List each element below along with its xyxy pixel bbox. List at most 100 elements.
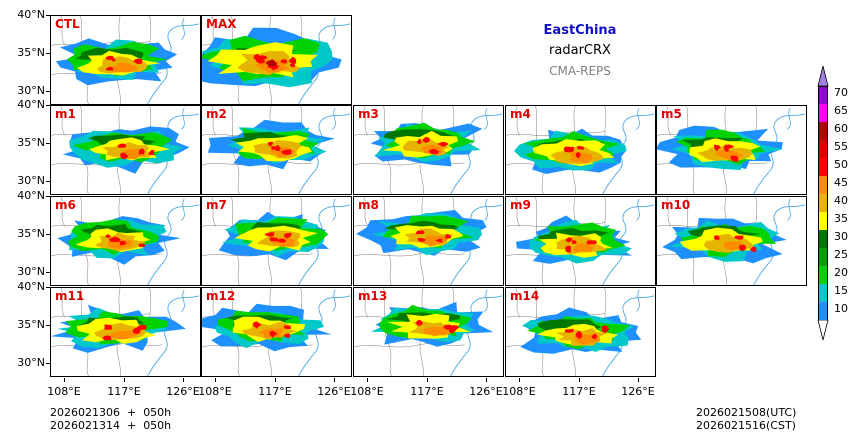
province-boundary bbox=[515, 197, 520, 227]
panel-label: m14 bbox=[510, 289, 540, 303]
echo-area bbox=[420, 235, 449, 247]
coastline bbox=[331, 289, 336, 312]
panel-map bbox=[506, 288, 655, 376]
ensemble-panel: CTL bbox=[50, 15, 201, 105]
province-boundary bbox=[211, 288, 216, 318]
coastline bbox=[635, 198, 640, 221]
ensemble-panel: MAX bbox=[201, 15, 352, 105]
latitude-label: 35°N bbox=[17, 318, 45, 331]
echo-area bbox=[576, 145, 585, 150]
panel-map bbox=[657, 197, 806, 285]
province-boundary bbox=[60, 106, 65, 136]
echo-area bbox=[105, 55, 114, 60]
panel-label: m4 bbox=[510, 107, 531, 121]
longitude-tick bbox=[638, 378, 639, 382]
panel-label: m6 bbox=[55, 198, 76, 212]
echo-area bbox=[253, 54, 263, 62]
province-boundary bbox=[354, 343, 465, 348]
latitude-label: 30°N bbox=[17, 356, 45, 369]
panel-map bbox=[354, 288, 503, 376]
valid-time-cst: 2026021516(CST) bbox=[696, 419, 796, 432]
longitude-tick bbox=[427, 378, 428, 382]
echo-area bbox=[423, 325, 451, 337]
echo-area bbox=[283, 232, 292, 239]
ensemble-panel: m5 bbox=[656, 105, 807, 195]
echo-area bbox=[575, 152, 581, 159]
latitude-label: 30°N bbox=[17, 265, 45, 278]
echo-area bbox=[270, 146, 278, 150]
coastline bbox=[786, 198, 791, 221]
colorbar-level-label: 70 bbox=[834, 86, 848, 99]
latitude-tick bbox=[46, 105, 50, 106]
colorbar-level-label: 45 bbox=[834, 176, 848, 189]
latitude-label: 30°N bbox=[17, 84, 45, 97]
echo-area bbox=[283, 333, 291, 338]
longitude-label: 126°E bbox=[317, 385, 351, 398]
panel-label: m7 bbox=[206, 198, 227, 212]
ensemble-panel: m13 bbox=[353, 287, 504, 377]
province-boundary bbox=[666, 106, 671, 136]
echo-area bbox=[117, 143, 127, 148]
coastline bbox=[180, 17, 185, 40]
echo-area bbox=[277, 238, 287, 243]
latitude-label: 40°N bbox=[17, 8, 45, 21]
province-boundary bbox=[363, 197, 368, 227]
latitude-tick bbox=[46, 91, 50, 92]
longitude-tick bbox=[64, 378, 65, 382]
echo-area bbox=[436, 141, 449, 147]
colorbar-level-label: 35 bbox=[834, 212, 848, 225]
echo-area bbox=[723, 144, 729, 153]
latitude-tick bbox=[46, 363, 50, 364]
latitude-tick bbox=[46, 143, 50, 144]
latitude-label: 35°N bbox=[17, 136, 45, 149]
longitude-tick bbox=[275, 378, 276, 382]
colorbar-segment bbox=[818, 266, 828, 284]
echo-area bbox=[445, 233, 452, 239]
latitude-tick bbox=[46, 234, 50, 235]
province-boundary bbox=[60, 16, 65, 46]
panel-map bbox=[506, 106, 655, 194]
coastline bbox=[635, 107, 640, 130]
echo-area bbox=[575, 330, 583, 339]
colorbar-level-label: 60 bbox=[834, 122, 848, 135]
panel-label: m12 bbox=[206, 289, 236, 303]
longitude-tick bbox=[183, 378, 184, 382]
province-boundary bbox=[354, 252, 465, 257]
coastline bbox=[298, 113, 351, 194]
ensemble-panel: m10 bbox=[656, 196, 807, 286]
coastline bbox=[602, 204, 655, 285]
colorbar-level-label: 30 bbox=[834, 230, 848, 243]
longitude-label: 108°E bbox=[47, 385, 81, 398]
echo-area bbox=[267, 141, 274, 147]
longitude-tick bbox=[519, 378, 520, 382]
echo-area bbox=[713, 144, 721, 152]
echo-area bbox=[435, 238, 443, 243]
colorbar-level-label: 20 bbox=[834, 266, 848, 279]
province-boundary bbox=[515, 106, 520, 136]
colorbar-segment bbox=[818, 122, 828, 140]
colorbar-level-label: 15 bbox=[834, 284, 848, 297]
coastline bbox=[331, 107, 336, 130]
echo-area bbox=[713, 235, 720, 240]
ensemble-panel: m3 bbox=[353, 105, 504, 195]
echo-area bbox=[566, 146, 575, 153]
echo-area bbox=[148, 149, 155, 156]
province-boundary bbox=[211, 106, 216, 136]
echo-area bbox=[730, 155, 739, 162]
panel-label: m1 bbox=[55, 107, 76, 121]
echo-area bbox=[119, 240, 127, 246]
latitude-label: 30°N bbox=[17, 174, 45, 187]
coastline bbox=[786, 107, 791, 130]
colorbar-level-label: 40 bbox=[834, 194, 848, 207]
panel-label: MAX bbox=[206, 17, 237, 31]
longitude-label: 108°E bbox=[502, 385, 536, 398]
latitude-label: 35°N bbox=[17, 46, 45, 59]
longitude-label: 117°E bbox=[410, 385, 444, 398]
echo-area bbox=[283, 325, 292, 330]
latitude-label: 35°N bbox=[17, 227, 45, 240]
echo-area bbox=[564, 328, 574, 333]
colorbar-over-arrow bbox=[817, 65, 829, 87]
province-boundary bbox=[211, 197, 216, 227]
ensemble-panel: m12 bbox=[201, 287, 352, 377]
echo-area bbox=[280, 59, 287, 64]
